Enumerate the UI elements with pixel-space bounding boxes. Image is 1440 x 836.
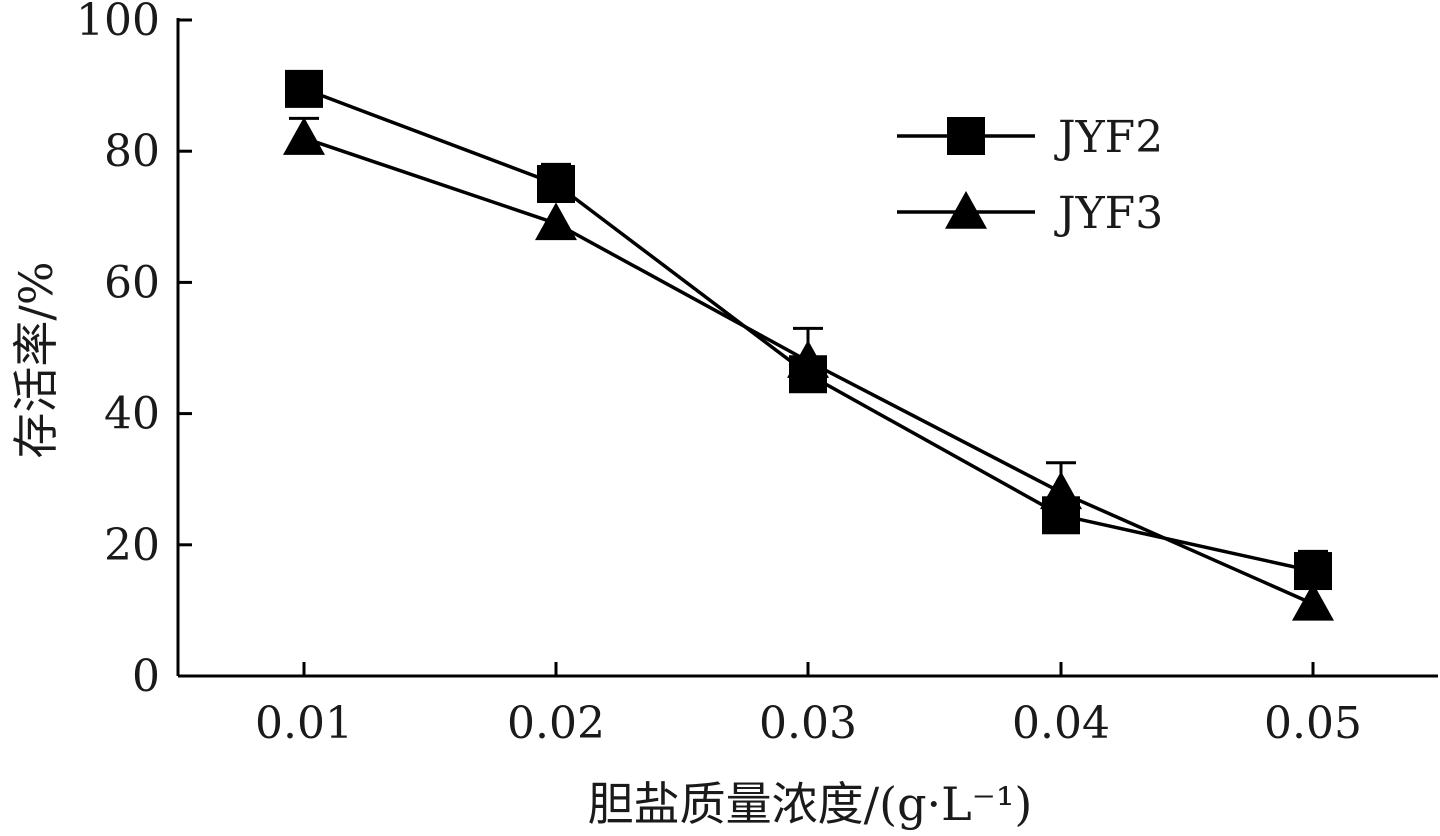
legend-label: JYF2 [1054, 112, 1163, 163]
data-point [283, 117, 325, 155]
data-point [1040, 471, 1082, 510]
legend-marker [947, 117, 985, 155]
x-tick-label: 0.05 [1264, 698, 1362, 749]
y-tick-label: 80 [104, 126, 160, 177]
legend-item-jyf2: JYF2 [897, 112, 1163, 163]
y-tick-label: 40 [104, 389, 160, 440]
legend: JYF2 JYF3 [897, 112, 1163, 239]
y-tick-label: 60 [104, 257, 160, 308]
data-point [1292, 582, 1334, 621]
legend-item-jyf3: JYF3 [897, 188, 1163, 239]
x-tick-label: 0.04 [1012, 698, 1110, 749]
legend-label: JYF3 [1054, 188, 1163, 239]
x-tick-label: 0.01 [255, 698, 353, 749]
y-tick-label: 20 [104, 520, 160, 571]
legend-marker [945, 191, 987, 229]
series-jyf3 [283, 116, 1334, 621]
y-axis-title: 存活率/% [9, 261, 63, 458]
series-layer [283, 69, 1334, 621]
axes: 0 20 40 60 80 100 0.01 0.02 0.03 0.04 0.05 [76, 0, 1438, 749]
data-point [537, 165, 575, 203]
y-tick-label: 100 [76, 0, 160, 46]
data-point [787, 340, 829, 378]
x-tick-label: 0.02 [507, 698, 605, 749]
x-axis-title: 胆盐质量浓度/(g·L⁻¹) [588, 777, 1033, 831]
data-point [285, 69, 323, 108]
y-tick-label: 0 [132, 651, 160, 702]
data-point [535, 202, 577, 241]
x-tick-label: 0.03 [759, 698, 857, 749]
